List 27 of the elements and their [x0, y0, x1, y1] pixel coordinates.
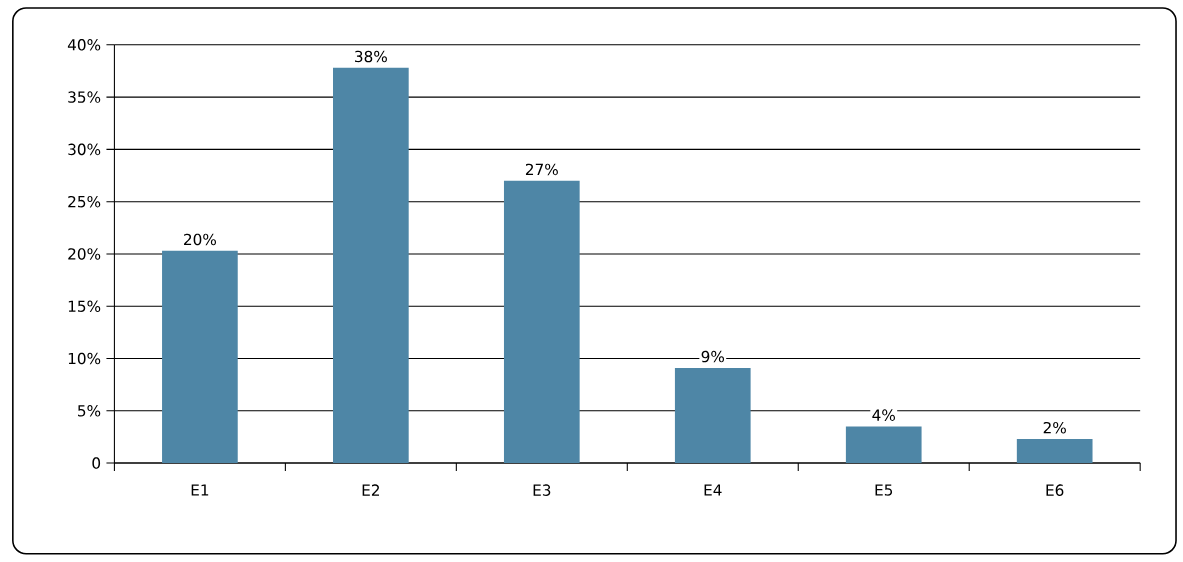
- y-tick-label: 35%: [68, 91, 101, 104]
- y-tick-label: 10%: [68, 352, 101, 365]
- bar: [162, 250, 238, 464]
- x-tick-label: E5: [875, 484, 893, 496]
- y-tick-label: 40%: [67, 39, 101, 51]
- x-tick-label: E2: [362, 484, 379, 496]
- x-tick-label: E6: [1046, 484, 1064, 497]
- y-tick-label: 0: [92, 457, 101, 469]
- bar: [1016, 439, 1093, 464]
- data-label: 27%: [525, 163, 558, 176]
- bar: [503, 180, 580, 464]
- y-tick-label: 15%: [68, 300, 101, 313]
- y-tick-label: 20%: [68, 248, 101, 260]
- bar: [845, 426, 922, 464]
- x-tick-label: E4: [704, 484, 722, 496]
- y-tick-label: 5%: [78, 405, 101, 417]
- y-tick-label: 30%: [68, 143, 101, 156]
- bar: [674, 368, 751, 464]
- data-label: 9%: [701, 350, 725, 363]
- x-tick-label: E1: [191, 484, 209, 496]
- y-tick-label: 25%: [68, 196, 101, 208]
- data-label: 38%: [355, 50, 387, 63]
- data-label: 20%: [184, 233, 217, 246]
- data-label: 2%: [1043, 422, 1066, 434]
- bar: [333, 67, 409, 464]
- x-tick-label: E3: [533, 484, 551, 497]
- data-label: 4%: [872, 409, 895, 422]
